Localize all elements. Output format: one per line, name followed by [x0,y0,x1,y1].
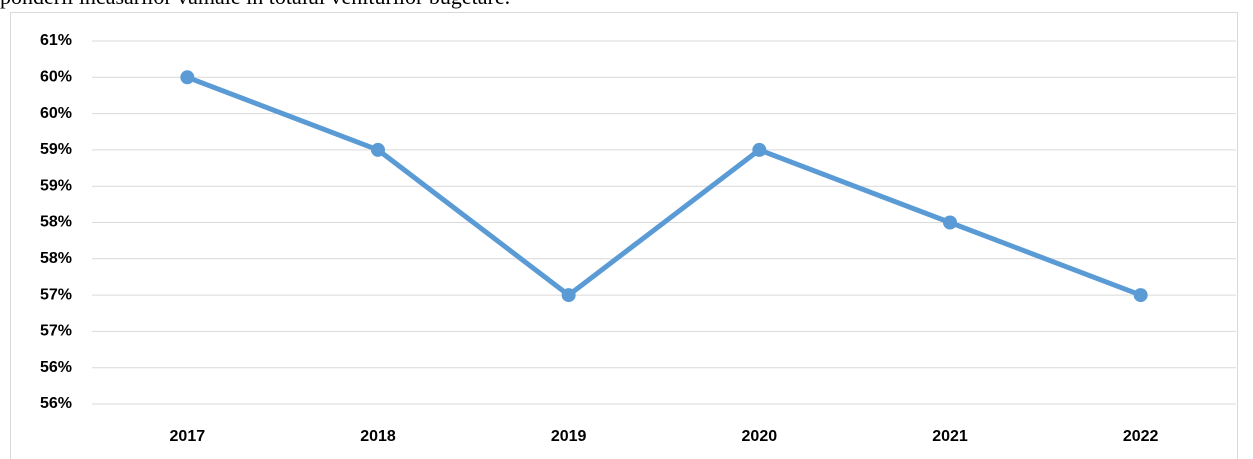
x-tick-label: 2017 [170,428,206,445]
x-tick-label: 2020 [742,428,778,445]
x-tick-label: 2019 [551,428,587,445]
y-tick-label: 56% [40,359,72,376]
marker [371,142,385,157]
y-tick-label: 59% [40,141,72,158]
x-tick-label: 2022 [1123,428,1159,445]
y-tick-label: 58% [40,214,72,231]
x-tick-label: 2021 [932,428,968,445]
y-tick-label: 58% [40,250,72,267]
caption: ponderii încasărilor vamale în totalul v… [0,0,510,9]
y-tick-label: 56% [40,395,72,412]
y-tick-label: 61% [40,32,72,49]
x-tick-label: 2018 [360,428,396,445]
marker [752,142,767,157]
y-tick-label: 57% [40,323,72,340]
marker [180,70,195,85]
line [186,74,1142,298]
y-tick-label: 60% [40,105,72,122]
y-tick-label: 57% [40,286,72,303]
marker [1133,288,1148,303]
y-tick-label: 60% [40,69,72,86]
marker [943,215,957,230]
marker [561,288,576,303]
y-tick-label: 59% [40,177,72,194]
chart-border [10,12,1238,459]
